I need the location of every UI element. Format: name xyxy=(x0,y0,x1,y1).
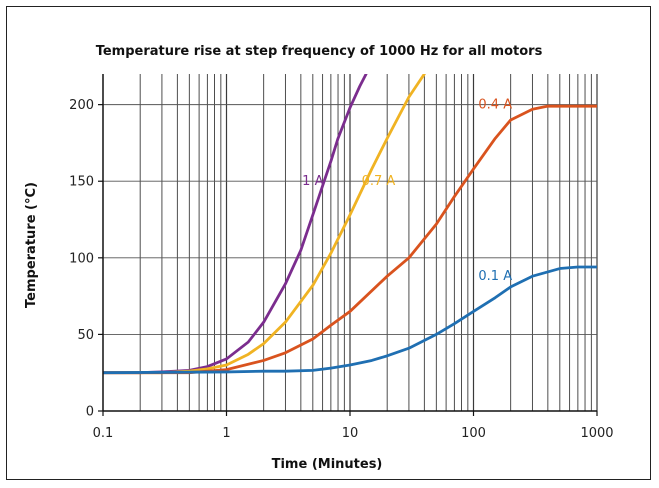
x-tick-label: 100 xyxy=(461,426,486,441)
y-tick-label: 100 xyxy=(69,251,94,266)
series-label-2: 0.4 A xyxy=(478,98,512,113)
x-axis-label: Time (Minutes) xyxy=(272,457,383,472)
x-tick-label: 1 xyxy=(222,426,230,441)
line-chart: Temperature rise at step frequency of 10… xyxy=(24,44,614,472)
chart-title: Temperature rise at step frequency of 10… xyxy=(96,44,543,59)
series-labels: 1 A 0.7 A 0.4 A 0.1 A xyxy=(302,98,512,285)
y-axis-label: Temperature (°C) xyxy=(24,182,39,308)
x-tick-label: 10 xyxy=(342,426,359,441)
y-tick-label: 200 xyxy=(69,98,94,113)
chart-frame: Temperature rise at step frequency of 10… xyxy=(6,6,651,480)
tick-labels: 0.1 1 10 100 1000 0 50 100 150 200 xyxy=(69,98,613,441)
series-label-1: 0.7 A xyxy=(362,174,396,189)
x-tick-label: 1000 xyxy=(580,426,613,441)
series-line-1 xyxy=(103,74,426,375)
series-line-2 xyxy=(103,104,597,375)
series-label-0: 1 A xyxy=(302,174,323,189)
series-line-3 xyxy=(103,265,597,375)
y-tick-label: 50 xyxy=(77,328,94,343)
grid xyxy=(102,74,598,411)
y-tick-label: 0 xyxy=(86,405,94,420)
x-tick-label: 0.1 xyxy=(93,426,114,441)
series-layer xyxy=(103,74,597,375)
series-label-3: 0.1 A xyxy=(478,269,512,284)
y-tick-label: 150 xyxy=(69,175,94,190)
